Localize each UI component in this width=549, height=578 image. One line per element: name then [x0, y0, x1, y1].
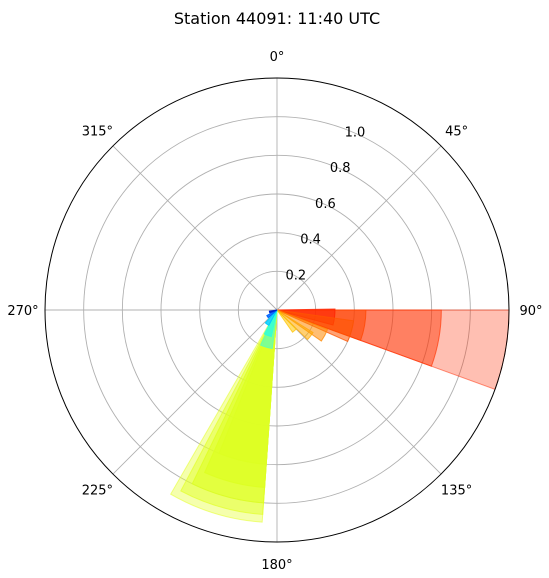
angle-tick-label: 315°	[82, 124, 113, 139]
angle-tick-labels: 0° 45° 90° 135° 180° 225° 270° 315°	[7, 50, 542, 573]
wind-bar	[266, 309, 278, 319]
angle-tick-label: 90°	[519, 304, 542, 319]
angle-tick-label: 270°	[7, 304, 38, 319]
polar-axis-outline	[44, 77, 510, 543]
radial-tick-label: 0.4	[300, 233, 321, 248]
chart-title: Station 44091: 11:40 UTC	[174, 9, 380, 28]
angle-tick-label: 180°	[261, 558, 292, 573]
radial-tick-label: 0.8	[330, 161, 351, 176]
angular-gridline	[276, 309, 442, 475]
angle-tick-label: 45°	[445, 124, 468, 139]
wind-bars	[169, 308, 510, 523]
radial-tick-labels: 0.2 0.4 0.6 0.8 1.0	[285, 125, 365, 283]
wind-bar	[276, 309, 297, 333]
wind-bar	[268, 309, 278, 314]
wind-bar	[276, 309, 314, 341]
wind-bar	[218, 309, 278, 465]
angular-gridline	[276, 145, 442, 311]
radial-tick-label: 0.2	[285, 268, 306, 283]
angle-tick-label: 135°	[441, 484, 472, 499]
radial-tick-label: 0.6	[315, 197, 336, 212]
angular-gridline	[112, 309, 278, 475]
angle-tick-label: 0°	[270, 50, 285, 65]
angular-gridline	[112, 145, 278, 311]
wind-bar	[264, 309, 278, 327]
radial-tick-label: 1.0	[345, 125, 366, 140]
angle-tick-label: 225°	[82, 484, 113, 499]
